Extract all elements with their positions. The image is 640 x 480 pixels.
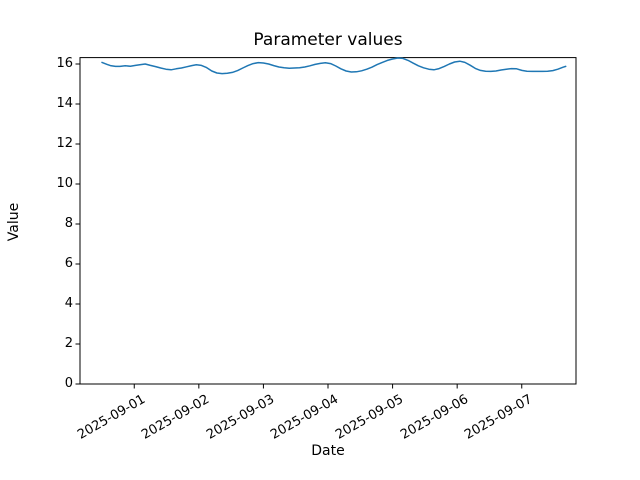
y-tick-label: 4: [64, 296, 73, 311]
y-tick-label: 12: [56, 136, 73, 151]
y-tick-label: 16: [56, 56, 73, 71]
y-tick-label: 0: [64, 376, 73, 391]
y-tick-label: 10: [56, 176, 73, 191]
y-axis-label: Value: [6, 202, 22, 242]
y-tick-label: 8: [64, 216, 73, 231]
y-tick-label: 2: [64, 336, 73, 351]
y-tick-label: 14: [56, 96, 73, 111]
y-tick-label: 6: [64, 256, 73, 271]
data-line: [101, 57, 567, 75]
axes-border: [79, 57, 577, 385]
chart-title: Parameter values: [253, 30, 403, 50]
x-axis-label: Date: [311, 443, 345, 459]
